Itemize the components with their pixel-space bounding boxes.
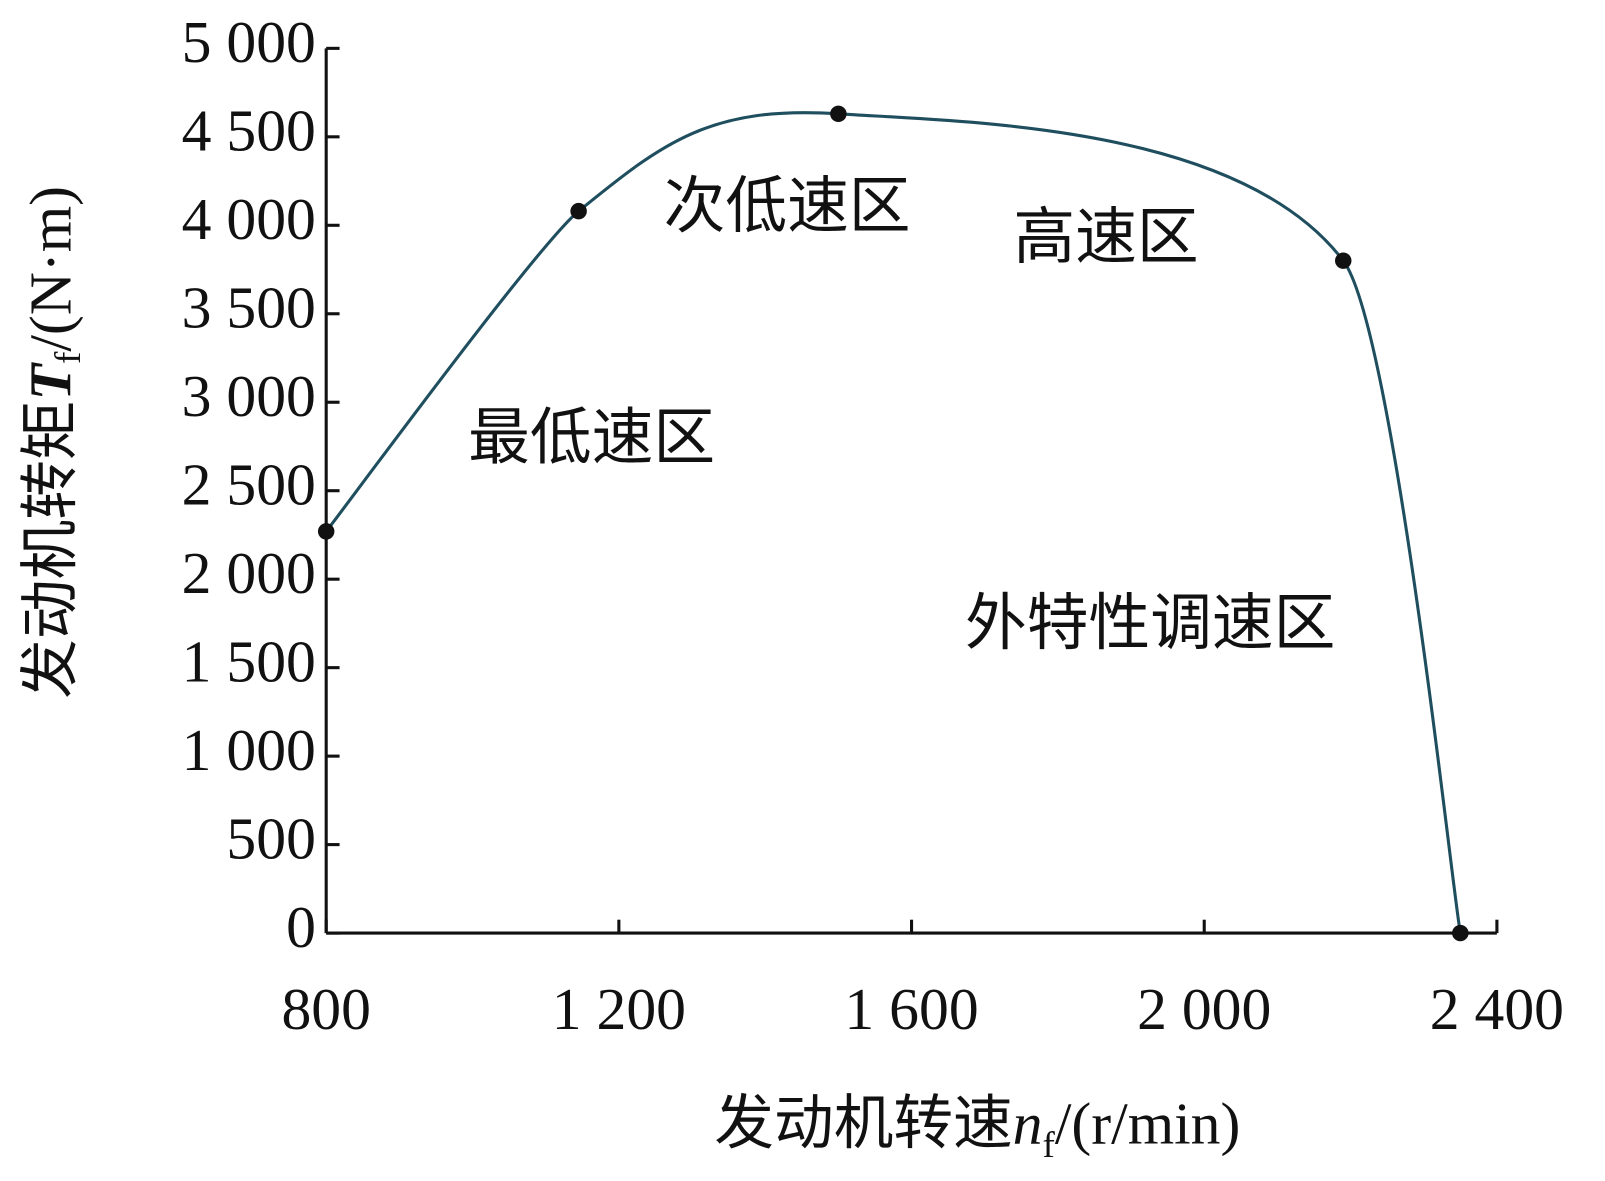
- point: [830, 105, 847, 123]
- y-tick-label: 0: [286, 894, 316, 960]
- y-label-text: 发动机转矩: [17, 400, 83, 698]
- y-tick-label: 3 500: [182, 274, 316, 340]
- y-tick-label: 1 000: [182, 717, 316, 783]
- y-label-symbol: T: [17, 361, 83, 400]
- y-label-subscript: f: [48, 351, 89, 364]
- region-label: 次低速区: [664, 173, 911, 241]
- y-tick-label: 2 500: [182, 451, 316, 517]
- y-tick-label: 500: [226, 805, 315, 871]
- series-line: [324, 111, 1462, 934]
- y-tick-label: 1 500: [182, 628, 316, 694]
- x-label-unit: /(r/min): [1055, 1090, 1241, 1156]
- x-tick-label: 800: [281, 976, 370, 1042]
- x-tick-label: 2 400: [1430, 976, 1564, 1042]
- region-label: 最低速区: [468, 405, 715, 473]
- point: [570, 202, 587, 220]
- x-label-text: 发动机转速: [714, 1090, 1012, 1156]
- point: [317, 523, 335, 540]
- y-tick-label: 4 000: [182, 186, 316, 252]
- x-tick-label: 1 200: [552, 976, 686, 1042]
- y-tick-label: 5 000: [182, 9, 316, 75]
- region-label: 高速区: [1013, 204, 1198, 272]
- x-label-symbol: n: [1013, 1090, 1043, 1156]
- x-label-subscript: f: [1042, 1125, 1055, 1166]
- y-tick-label: 2 000: [182, 540, 316, 606]
- point: [1335, 252, 1352, 269]
- region-label: 外特性调速区: [965, 590, 1335, 658]
- y-tick-label: 3 000: [182, 363, 316, 429]
- x-axis-label: 发动机转速nf/(r/min): [714, 1090, 1240, 1165]
- x-tick-label: 2 000: [1137, 976, 1271, 1042]
- y-tick-label: 4 500: [182, 98, 316, 164]
- y-axis-label: 发动机转矩Tf/(N·m): [17, 186, 88, 699]
- point: [1452, 924, 1469, 942]
- y-label-unit: /(N·m): [17, 186, 83, 352]
- x-tick-label: 1 600: [844, 976, 978, 1042]
